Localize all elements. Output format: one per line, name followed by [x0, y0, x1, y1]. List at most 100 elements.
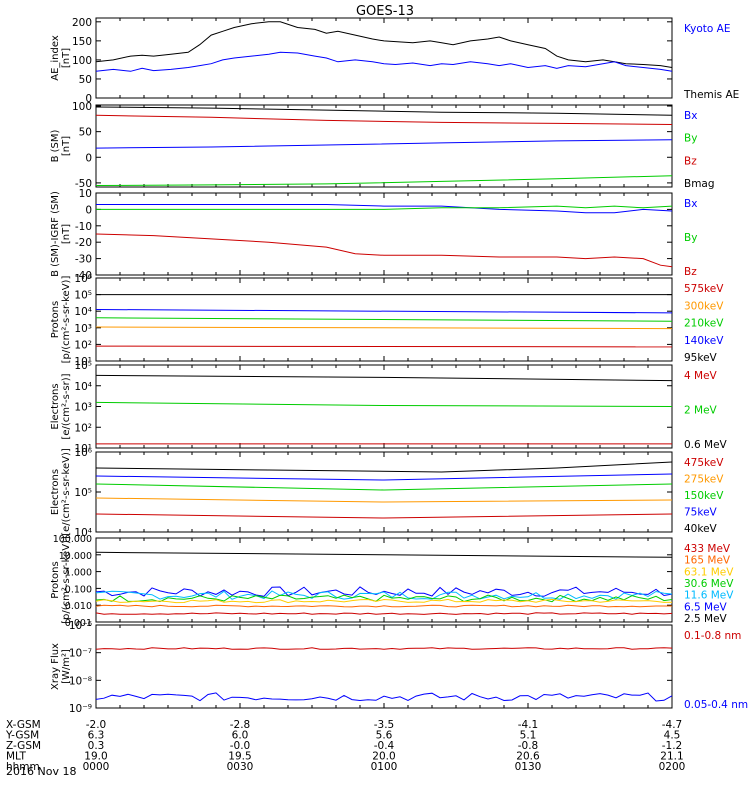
legend-item: 40keV: [684, 523, 718, 535]
legend-item: 475keV: [684, 457, 724, 469]
panel-frame: [95, 537, 673, 623]
y-tick-label: 150: [72, 36, 92, 48]
series-line-150kev: [95, 483, 673, 491]
y-tick-label: 0: [85, 204, 92, 216]
y-tick-label: 0.010: [65, 601, 92, 612]
y-tick-label: 50: [79, 127, 92, 139]
legend-item: 210keV: [684, 318, 724, 330]
y-axis-label: Electrons: [50, 469, 61, 515]
legend-item: 0.1-0.8 nm: [684, 630, 741, 642]
x-row-label: Z-GSM: [6, 740, 41, 752]
panel-frame: [95, 451, 673, 533]
y-axis-label: B (SM): [50, 129, 61, 162]
legend-item: By: [684, 133, 697, 145]
series-line-0-1-0-8-nm: [95, 647, 673, 650]
y-tick-label: 0: [85, 93, 92, 105]
y-tick-label: 10⁵: [74, 487, 92, 499]
x-row-label: MLT: [6, 751, 26, 763]
legend-item: 75keV: [684, 507, 718, 519]
y-tick-label: 10⁵: [74, 290, 92, 302]
legend-item: 150keV: [684, 490, 724, 502]
x-row-value: -2.8: [230, 719, 251, 731]
y-tick-label: 1.000: [65, 568, 92, 579]
x-row-value: 0030: [227, 761, 254, 773]
y-tick-label: 10⁻⁷: [69, 648, 92, 660]
panel-frame: [95, 192, 673, 276]
x-row-value: -0.8: [518, 740, 539, 752]
series-line-300kev: [95, 326, 673, 330]
y-axis-label: B (SM)-IGRF (SM): [50, 191, 61, 277]
y-tick-label: 10¹: [74, 443, 92, 455]
y-axis-label: [e/(cm²-s-sr)]: [61, 373, 72, 439]
y-tick-label: 10⁴: [74, 306, 92, 318]
legend-item: 433 MeV: [684, 543, 731, 555]
series-line-40kev: [95, 461, 673, 473]
y-tick-label: 10⁴: [74, 527, 92, 539]
legend-item: 11.6 MeV: [684, 590, 734, 602]
legend-item: Themis AE: [683, 89, 739, 101]
y-tick-label: 100: [72, 55, 92, 67]
x-axis-table: X-GSM -2.0 -2.8 -3.5 -4.1 -4.7 Y-GSM 6.3 6.0 5.6 5…: [5, 719, 685, 773]
panel-7: 100.000 10.000 1.000 0.100 0.010 0.001 Protons…: [50, 534, 734, 629]
y-tick-label: 10: [79, 188, 92, 200]
y-tick-label: 10⁻⁸: [69, 675, 92, 687]
series-line-433-mev: [95, 612, 673, 615]
legend-item: 140keV: [684, 335, 724, 347]
legend-item: 165 MeV: [684, 555, 731, 567]
x-row-value: 20.6: [516, 751, 540, 763]
y-tick-label: 100: [72, 101, 92, 113]
legend-item: By: [684, 232, 697, 244]
series-line-140kev: [95, 309, 673, 314]
panel-6: 10⁶ 10⁵ 10⁴ Electrons [e/(cm²-s-sr-keV)] 475k…: [50, 447, 724, 539]
legend-item: Kyoto AE: [684, 23, 730, 35]
legend-item: 6.5 MeV: [684, 601, 728, 613]
x-row-value: 0.3: [88, 740, 105, 752]
series-line-6-5-mev: [95, 586, 673, 597]
series-line-475kev: [95, 513, 673, 519]
x-row-value: -4.1: [518, 719, 539, 731]
series-line-0-05-0-4-nm: [95, 692, 673, 702]
y-tick-label: 10⁶: [74, 447, 92, 459]
y-tick-label: 200: [72, 17, 92, 29]
series-line-themis-ae: [95, 51, 673, 72]
x-row-value: 0200: [659, 761, 686, 773]
x-row-value: 21.1: [660, 751, 683, 763]
y-tick-label: 10⁵: [74, 360, 92, 372]
y-tick-label: -30: [75, 254, 92, 266]
y-tick-label: 0: [85, 152, 92, 164]
y-tick-label: 0.001: [65, 618, 92, 629]
series-line-bx: [96, 204, 673, 214]
y-axis-label: Electrons: [50, 383, 61, 429]
y-axis-label: Protons: [50, 561, 61, 598]
y-axis-label: Protons: [50, 301, 61, 338]
y-axis-label: [nT]: [61, 48, 72, 68]
series-line-by: [95, 175, 673, 186]
series-line-2-mev: [95, 401, 673, 407]
panel-4: 10⁶ 10⁵ 10⁴ 10³ 10² 10¹ Protons [p/(cm²-s-sr-ke…: [50, 273, 724, 368]
x-row-value: 5.6: [376, 730, 393, 742]
x-row-value: -3.5: [374, 719, 395, 731]
y-tick-label: 10⁻⁶: [69, 620, 92, 632]
x-row-value: 0130: [515, 761, 542, 773]
panel-5: 10⁵ 10⁴ 10³ 10² 10¹ Electrons [e/(cm²-s-sr)] 4 …: [50, 360, 728, 455]
y-axis-label: [p/(cm²-s-sr-keV)]: [61, 536, 72, 624]
panel-8: 10⁻⁶ 10⁻⁷ 10⁻⁸ 10⁻⁹ Xray Flux [W/m²] 0.1-0.8 n…: [50, 620, 748, 715]
x-row-value: 6.0: [232, 730, 249, 742]
y-tick-label: -20: [75, 237, 92, 249]
x-row-value: 0000: [83, 761, 110, 773]
x-row-value: -4.7: [662, 719, 683, 731]
legend-item: 95keV: [684, 352, 718, 364]
y-axis-label: [p/(cm²-s-sr-keV)]: [61, 276, 72, 364]
y-tick-label: -40: [75, 270, 92, 282]
y-tick-label: -10: [75, 221, 92, 233]
legend-item: Bmag: [684, 178, 715, 190]
x-row-value: 6.3: [88, 730, 105, 742]
legend-item: 63.1 MeV: [684, 566, 734, 578]
y-axis-label: [nT]: [61, 224, 72, 244]
series-line-bz: [95, 233, 673, 268]
series-line-275kev: [95, 497, 673, 503]
series-line-by: [96, 205, 673, 210]
series-line-75kev: [95, 473, 673, 481]
